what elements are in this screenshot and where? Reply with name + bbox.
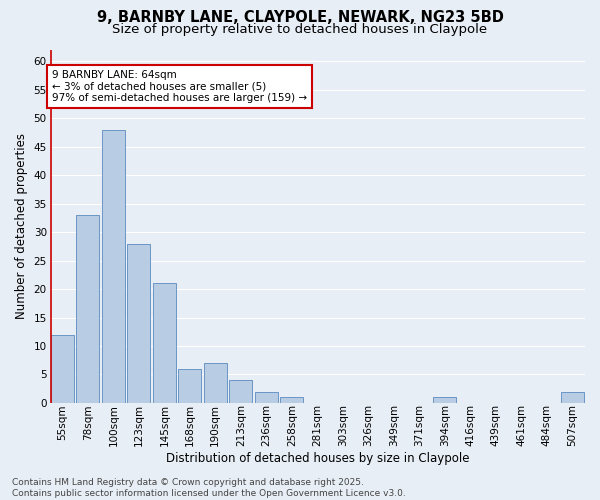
- Bar: [255, 392, 278, 403]
- Bar: [178, 369, 201, 403]
- Text: Size of property relative to detached houses in Claypole: Size of property relative to detached ho…: [112, 22, 488, 36]
- Y-axis label: Number of detached properties: Number of detached properties: [15, 134, 28, 320]
- Bar: [76, 215, 100, 403]
- Text: 9, BARNBY LANE, CLAYPOLE, NEWARK, NG23 5BD: 9, BARNBY LANE, CLAYPOLE, NEWARK, NG23 5…: [97, 10, 503, 25]
- Bar: [229, 380, 252, 403]
- Text: 9 BARNBY LANE: 64sqm
← 3% of detached houses are smaller (5)
97% of semi-detache: 9 BARNBY LANE: 64sqm ← 3% of detached ho…: [52, 70, 307, 103]
- Bar: [561, 392, 584, 403]
- Bar: [433, 397, 456, 403]
- Bar: [127, 244, 150, 403]
- X-axis label: Distribution of detached houses by size in Claypole: Distribution of detached houses by size …: [166, 452, 469, 465]
- Bar: [204, 363, 227, 403]
- Bar: [280, 397, 303, 403]
- Bar: [102, 130, 125, 403]
- Bar: [153, 284, 176, 403]
- Text: Contains HM Land Registry data © Crown copyright and database right 2025.
Contai: Contains HM Land Registry data © Crown c…: [12, 478, 406, 498]
- Bar: [51, 334, 74, 403]
